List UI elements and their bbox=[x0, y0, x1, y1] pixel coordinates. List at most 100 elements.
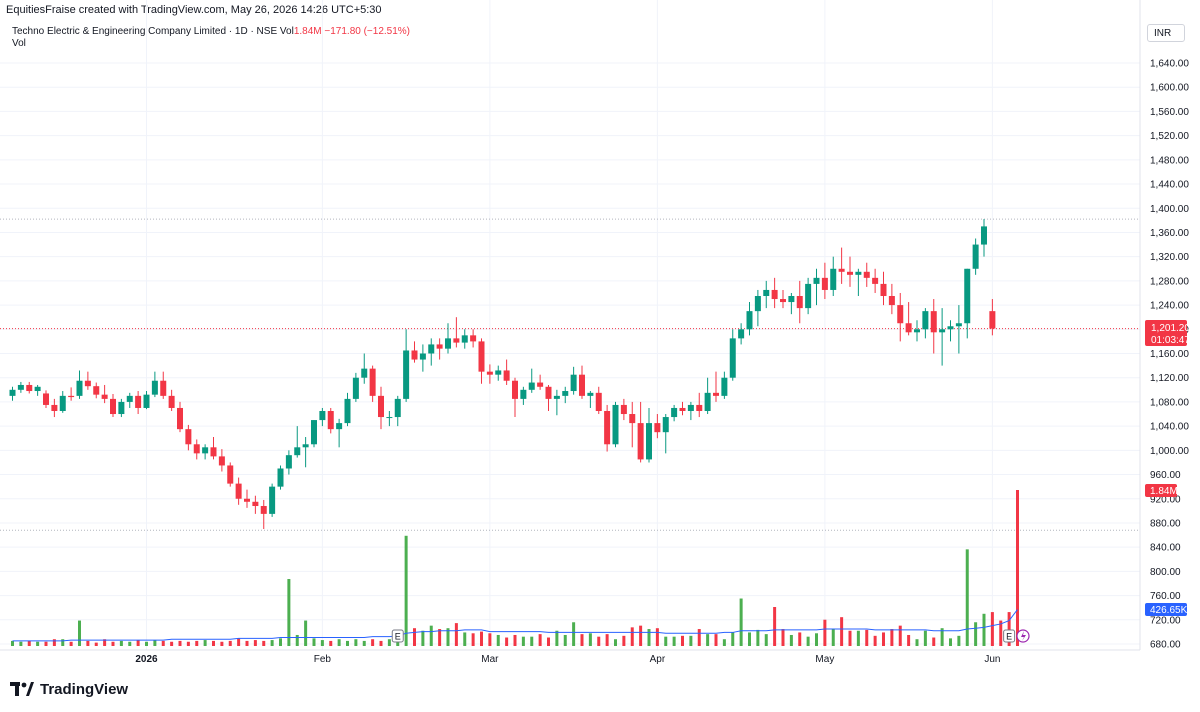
volume-bar bbox=[563, 634, 567, 646]
volume-bar bbox=[664, 636, 668, 646]
volume-bar bbox=[806, 636, 810, 646]
candle-body bbox=[579, 374, 585, 396]
candle-body bbox=[805, 283, 812, 309]
candle-body bbox=[972, 244, 979, 269]
candle-body bbox=[378, 395, 384, 418]
volume-bar bbox=[965, 549, 969, 646]
volume-tag-value: 1.84M bbox=[1150, 486, 1178, 497]
candle-body bbox=[43, 393, 49, 405]
volume-bar bbox=[354, 639, 358, 646]
candle-body bbox=[888, 296, 895, 306]
candle-body bbox=[168, 395, 175, 408]
volume-bar bbox=[513, 634, 517, 646]
earnings-marker[interactable]: E bbox=[391, 629, 404, 643]
volume-bar bbox=[203, 640, 207, 646]
candle-body bbox=[704, 392, 711, 411]
candle-body bbox=[646, 423, 652, 460]
volume-bar bbox=[320, 640, 324, 646]
volume-label: Vol bbox=[279, 26, 294, 37]
volume-bar bbox=[898, 625, 902, 646]
volume-bar bbox=[136, 640, 140, 646]
volume-bar bbox=[463, 632, 467, 646]
volume-ma-tag-value: 426.65K bbox=[1150, 605, 1188, 616]
volume-bar bbox=[103, 639, 107, 646]
volume-bar bbox=[387, 639, 391, 646]
earnings-marker[interactable]: E bbox=[1003, 629, 1016, 643]
price-tick-label: 1,400.00 bbox=[1150, 204, 1189, 215]
volume-bar bbox=[630, 627, 634, 646]
symbol-legend: Techno Electric & Engineering Company Li… bbox=[12, 26, 410, 37]
candle-body bbox=[796, 296, 803, 309]
candle-body bbox=[847, 271, 853, 275]
candle-body bbox=[528, 382, 535, 390]
volume-bar bbox=[672, 636, 676, 646]
volume-bar bbox=[588, 633, 592, 646]
alert-icon[interactable] bbox=[1016, 629, 1030, 643]
currency-selector[interactable]: INR bbox=[1147, 24, 1185, 42]
candle-body bbox=[629, 414, 636, 424]
candle-body bbox=[947, 326, 954, 330]
price-tick-label: 1,160.00 bbox=[1150, 349, 1189, 360]
candle-body bbox=[294, 447, 301, 456]
volume-ma-line bbox=[12, 609, 1018, 642]
price-tick-label: 1,080.00 bbox=[1150, 397, 1189, 408]
candle-body bbox=[93, 386, 100, 395]
volume-bar bbox=[429, 625, 433, 646]
candle-body bbox=[419, 353, 426, 360]
volume-bar bbox=[798, 632, 802, 646]
candle-body bbox=[277, 468, 284, 487]
volume-bar bbox=[873, 635, 877, 646]
candle-body bbox=[17, 384, 24, 390]
candle-body bbox=[612, 404, 619, 445]
candle-body bbox=[897, 305, 904, 324]
volume-bar bbox=[547, 637, 550, 646]
volume-bar bbox=[488, 633, 492, 646]
candle-body bbox=[461, 335, 468, 343]
volume-bar bbox=[262, 640, 266, 646]
time-tick-label: May bbox=[815, 654, 834, 665]
volume-bars bbox=[11, 490, 1019, 646]
candle-body bbox=[193, 444, 200, 454]
volume-bar bbox=[622, 635, 626, 646]
volume-bar bbox=[521, 636, 525, 646]
volume-bar bbox=[639, 625, 643, 646]
candle-body bbox=[553, 395, 560, 399]
price-tick-label: 1,360.00 bbox=[1150, 228, 1189, 239]
candle-body bbox=[436, 344, 443, 349]
volume-bar bbox=[731, 632, 735, 646]
volume-bar bbox=[220, 641, 224, 646]
volume-bar bbox=[840, 617, 844, 646]
volume-bar bbox=[748, 632, 751, 646]
volume-bar bbox=[789, 634, 793, 646]
candle-body bbox=[989, 311, 996, 329]
volume-bar bbox=[572, 622, 576, 646]
volume-indicator-label[interactable]: Vol bbox=[12, 38, 26, 49]
earnings-marker-label: E bbox=[395, 632, 401, 642]
candle-body bbox=[503, 370, 510, 381]
volume-bar bbox=[379, 640, 383, 646]
volume-bar bbox=[287, 579, 291, 646]
price-tick-label: 720.00 bbox=[1150, 615, 1181, 626]
candle-body bbox=[101, 394, 108, 399]
candle-body bbox=[930, 311, 937, 333]
countdown-value: 01:03:47 bbox=[1151, 335, 1190, 346]
candle-body bbox=[754, 296, 761, 312]
candle-body bbox=[302, 444, 309, 448]
volume-bar bbox=[706, 634, 710, 646]
candle-body bbox=[26, 384, 33, 392]
candle-body bbox=[671, 407, 678, 418]
tradingview-brand[interactable]: TradingView bbox=[10, 681, 128, 698]
volume-bar bbox=[932, 637, 936, 646]
volume-bar bbox=[1007, 612, 1011, 646]
volume-bar bbox=[974, 622, 978, 646]
candle-body bbox=[361, 368, 368, 378]
volume-bar bbox=[27, 640, 31, 646]
last-price-value: 1,201.20 bbox=[1151, 323, 1190, 334]
candle-body bbox=[662, 417, 669, 433]
candle-body bbox=[126, 395, 133, 402]
candle-body bbox=[679, 407, 686, 411]
candle-body bbox=[939, 329, 946, 333]
candle-body bbox=[428, 344, 435, 354]
candle-body bbox=[269, 486, 276, 514]
